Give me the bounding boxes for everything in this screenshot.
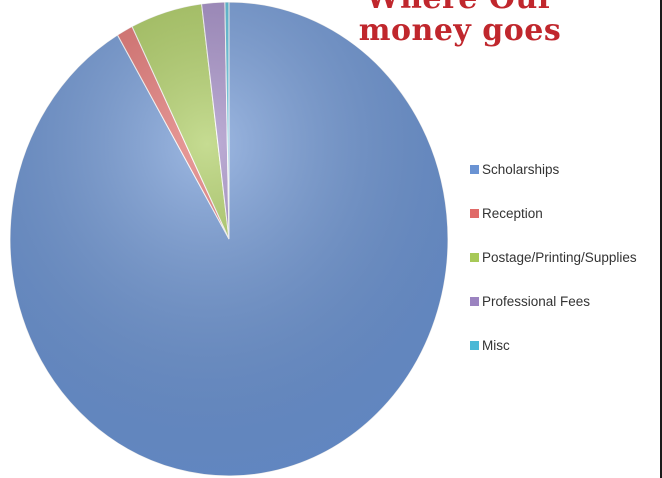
legend-label: Misc	[482, 337, 510, 353]
legend-label: Postage/Printing/Supplies	[482, 249, 637, 265]
frame-edge	[660, 0, 662, 478]
legend-swatch	[470, 296, 479, 306]
legend-label: Professional Fees	[482, 293, 591, 309]
chart-legend: Scholarships Reception Postage/Printing/Su…	[470, 147, 660, 367]
chart-title-line-2: money goes	[358, 13, 562, 48]
legend-label: Reception	[482, 205, 543, 221]
legend-item: Postage/Printing/Supplies	[470, 235, 660, 279]
legend-item: Professional Fees	[470, 279, 660, 323]
legend-item: Scholarships	[470, 147, 660, 191]
legend-swatch	[470, 208, 479, 218]
legend-item: Reception	[470, 191, 660, 235]
legend-item: Misc	[470, 323, 660, 367]
legend-swatch	[470, 164, 479, 174]
legend-label: Scholarships	[482, 161, 560, 177]
legend-swatch	[470, 252, 479, 262]
chart-title-line-1: Where Our	[330, 0, 590, 15]
legend-swatch	[470, 340, 479, 350]
